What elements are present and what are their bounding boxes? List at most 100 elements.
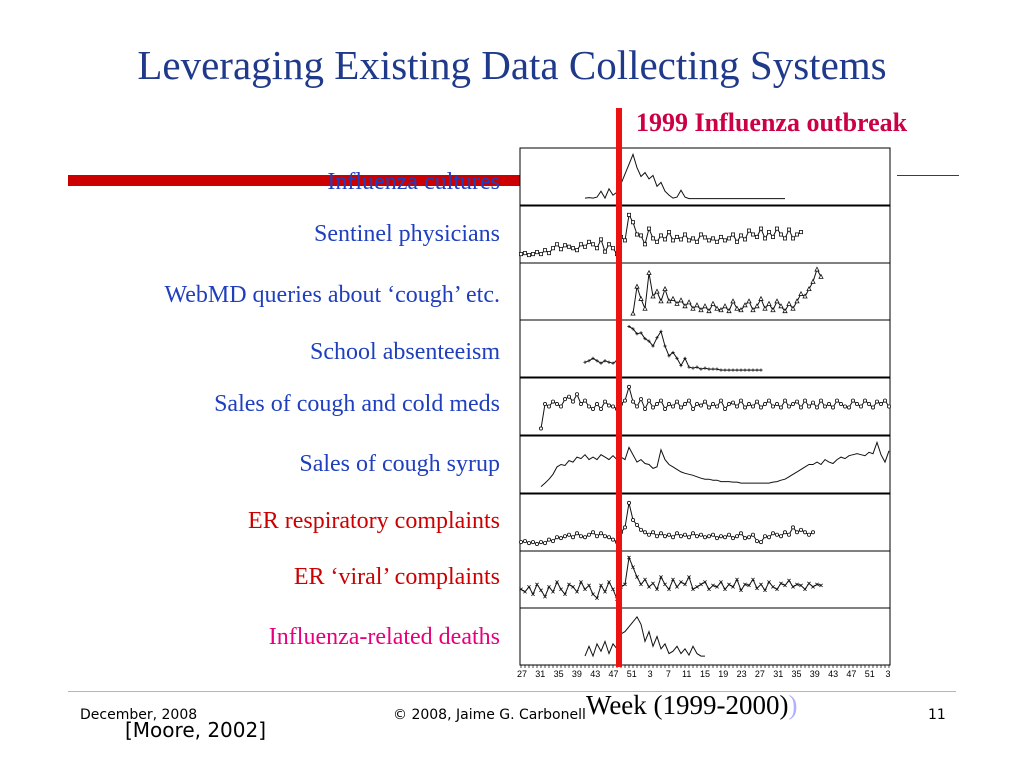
series-point [779, 581, 783, 586]
series-point [635, 232, 640, 237]
series-point [591, 592, 595, 597]
series-point [583, 360, 587, 364]
series-point [591, 530, 596, 535]
title-accent-bar [68, 175, 520, 186]
series-point [763, 588, 767, 593]
series-point [719, 234, 724, 239]
series-point [747, 402, 752, 407]
series-point [739, 531, 744, 536]
x-axis-label: Week (1999-2000)) [586, 690, 798, 721]
series-point [579, 534, 584, 539]
series-point [523, 539, 528, 544]
series-point [639, 527, 644, 532]
series-point [563, 592, 567, 597]
series-point [711, 236, 716, 241]
series-point [699, 232, 704, 237]
series-point [783, 398, 788, 403]
series-point [811, 400, 816, 405]
series-point [535, 250, 540, 255]
title-accent-line [897, 175, 959, 176]
series-label: School absenteeism [310, 339, 500, 365]
series-point [559, 587, 563, 592]
x-tick-label: 7 [666, 669, 671, 679]
series-point [707, 405, 712, 410]
series-point [883, 398, 888, 403]
series-point [683, 402, 688, 407]
series-point [647, 339, 651, 343]
series-point [759, 405, 764, 410]
series-point [783, 583, 787, 588]
series-point [683, 356, 687, 360]
series-point [671, 404, 676, 409]
series-point [734, 305, 740, 311]
series-point [695, 534, 700, 539]
series-point [611, 587, 615, 592]
series-point [663, 237, 668, 242]
series-point [827, 402, 832, 407]
series-label: Sentinel physicians [314, 221, 500, 247]
series-point [675, 584, 679, 589]
x-tick-label: 39 [572, 669, 582, 679]
panel-frame [519, 435, 891, 494]
series-point [847, 405, 852, 410]
series-point [687, 575, 691, 579]
series-point [751, 577, 755, 582]
series-point [659, 233, 664, 238]
panel-frame [519, 550, 891, 609]
series-point [771, 531, 776, 536]
series-point [659, 531, 664, 536]
series-point [802, 293, 808, 299]
series-point [755, 368, 759, 372]
series-point [743, 582, 747, 587]
series-point [679, 580, 683, 584]
series-point [595, 402, 600, 407]
series-point [635, 522, 640, 527]
series-point [567, 244, 572, 249]
series-point [767, 398, 772, 403]
series-point [555, 242, 560, 247]
series-point [711, 532, 716, 537]
series-point [799, 230, 804, 235]
series-point [551, 539, 556, 544]
series-point [687, 365, 691, 369]
series-point [759, 540, 764, 545]
series-point [755, 234, 760, 239]
series-point [791, 525, 796, 530]
series-point [675, 356, 679, 360]
series-point [631, 565, 635, 570]
series-point [755, 399, 760, 404]
series-point [887, 404, 892, 409]
series-point [759, 368, 763, 372]
series-point [803, 587, 807, 592]
series-point [814, 266, 820, 272]
series-point [775, 402, 780, 407]
series-point [731, 368, 735, 372]
series-point [779, 405, 784, 410]
series-point [667, 587, 671, 592]
series-point [583, 244, 588, 249]
series-point [742, 302, 748, 308]
series-point [667, 532, 672, 537]
series-point [807, 581, 811, 586]
series-point [659, 398, 664, 403]
series-point [695, 239, 700, 244]
x-tick-label: 51 [865, 669, 875, 679]
series-point [627, 384, 632, 389]
series-point [655, 534, 660, 539]
series-point [519, 587, 523, 592]
series-point [539, 252, 544, 257]
series-point [754, 303, 760, 309]
series-point [650, 293, 656, 299]
series-point [851, 398, 856, 403]
series-point [543, 541, 548, 546]
series-point [723, 368, 727, 372]
series-point [702, 303, 708, 309]
series-point [647, 584, 651, 589]
series-point [579, 242, 584, 247]
series-point [714, 305, 720, 311]
series-point [758, 295, 764, 301]
series-point [663, 534, 668, 539]
series-point [658, 298, 664, 304]
x-tick-label: 31 [773, 669, 783, 679]
series-point [794, 298, 800, 304]
